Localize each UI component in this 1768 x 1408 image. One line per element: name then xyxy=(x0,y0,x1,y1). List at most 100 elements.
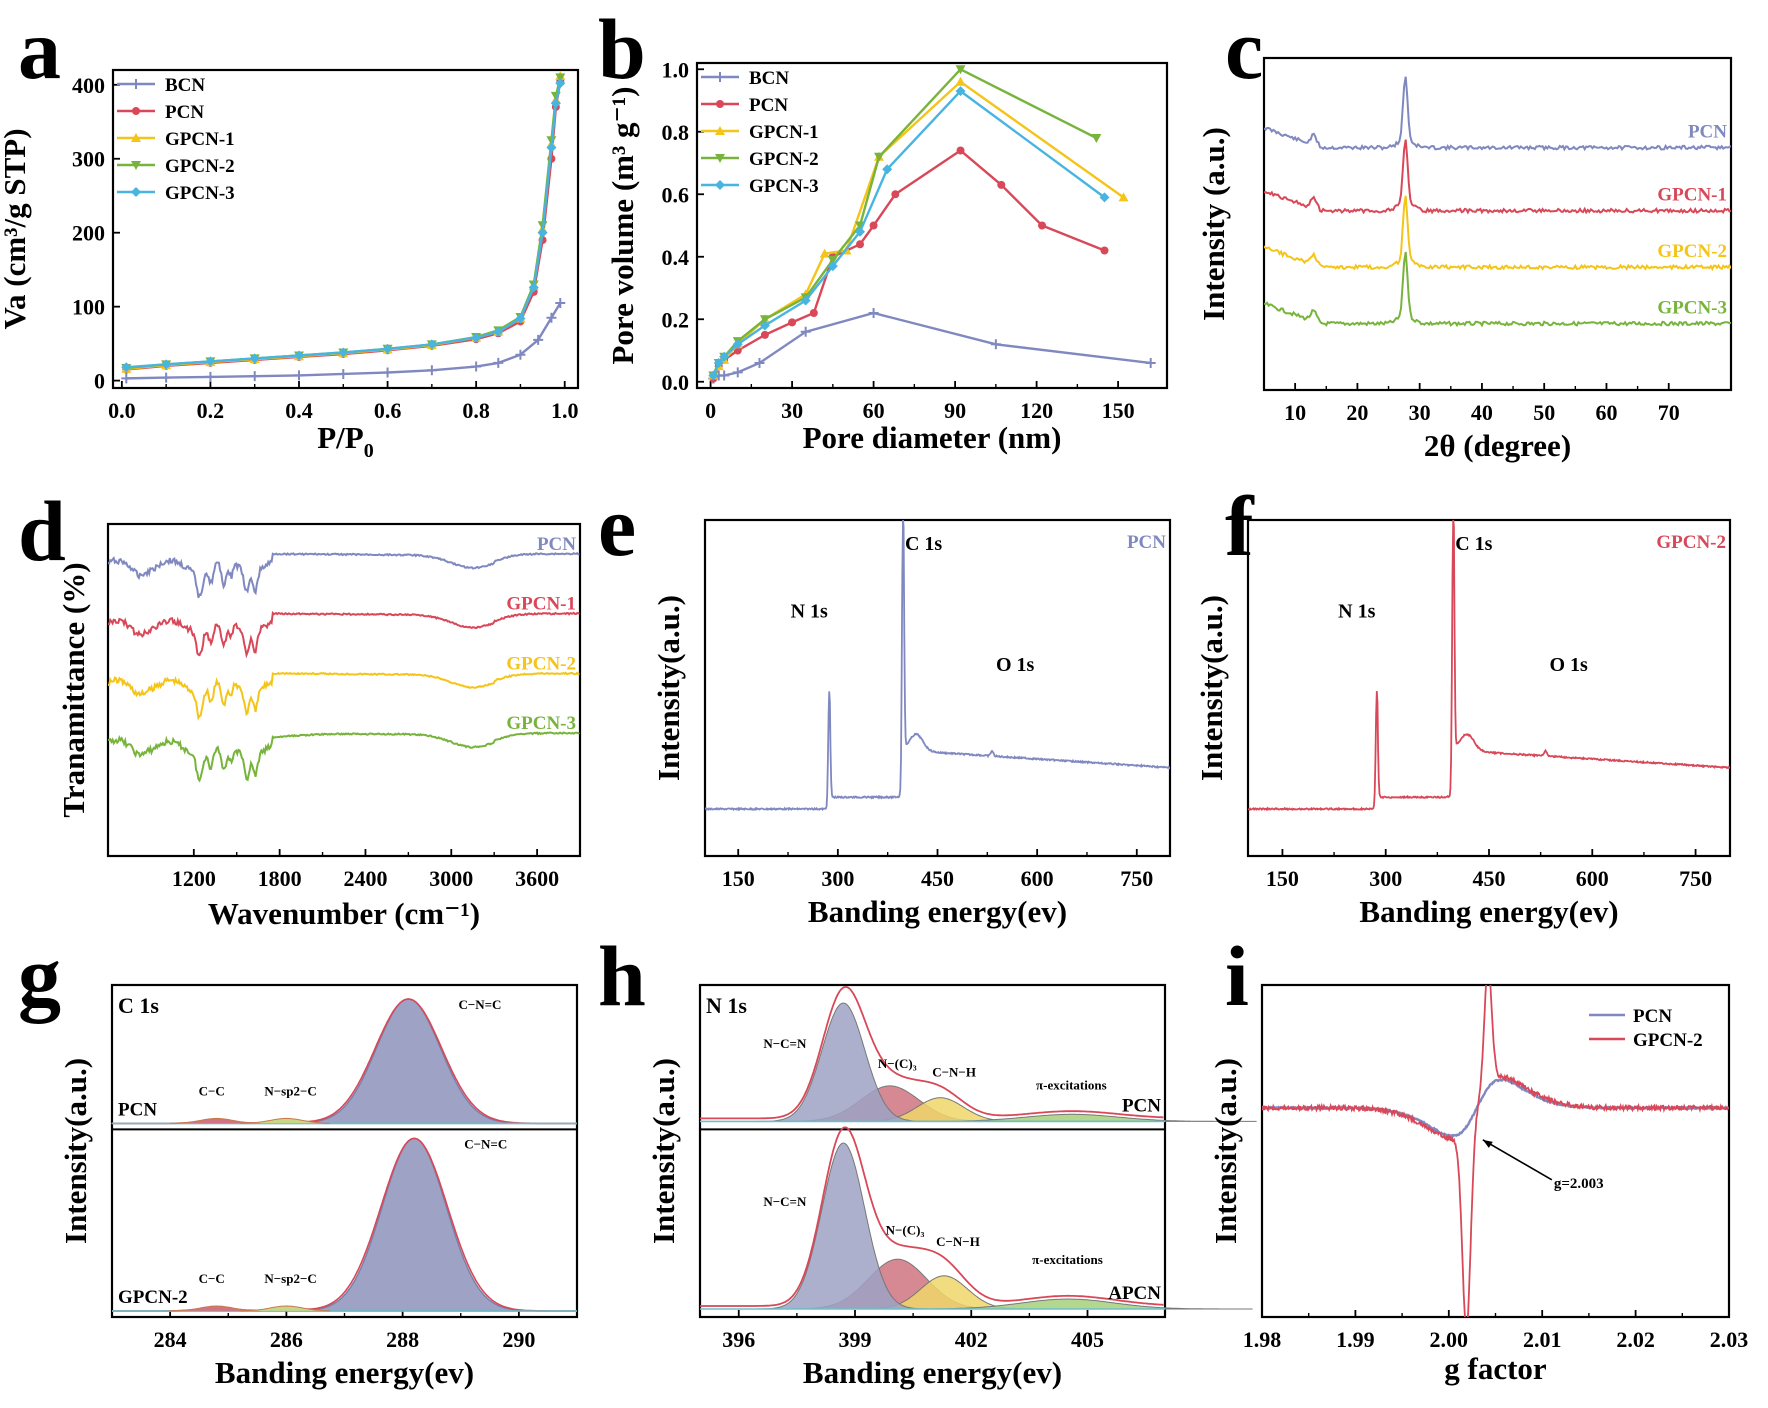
x-tick-label: 2.02 xyxy=(1616,1327,1655,1352)
panel-label-i: i xyxy=(1225,928,1249,1024)
data-point xyxy=(471,332,482,343)
x-axis-label: P/P0 xyxy=(317,420,374,462)
data-point xyxy=(426,365,437,376)
data-point xyxy=(997,180,1006,189)
data-point xyxy=(955,86,966,97)
data-point xyxy=(426,339,437,350)
epr-spectrum-gpcn-2 xyxy=(1262,985,1729,1317)
arrow-head xyxy=(1482,1139,1493,1148)
peak-annotation: C−C xyxy=(199,1271,225,1286)
series-line-bcn xyxy=(126,302,562,380)
legend-label: PCN xyxy=(165,102,204,123)
data-point xyxy=(493,357,504,368)
panel-label-a: a xyxy=(18,1,61,97)
panel-label-e: e xyxy=(598,478,636,574)
data-point xyxy=(715,72,725,82)
x-tick-label: 399 xyxy=(839,1327,872,1352)
x-tick-label: 0.8 xyxy=(462,398,490,423)
data-point xyxy=(294,370,304,381)
ftir-spectrum-pcn xyxy=(108,551,580,599)
sample-label: GPCN-2 xyxy=(1656,532,1726,553)
x-tick-label: 3600 xyxy=(515,866,559,891)
data-point xyxy=(719,370,730,381)
x-tick-label: 0 xyxy=(705,398,716,423)
y-tick-label: 0.8 xyxy=(662,120,690,145)
ftir-spectrum-gpcn-3 xyxy=(108,731,580,783)
y-tick-label: 0.4 xyxy=(662,245,690,270)
data-point xyxy=(533,334,544,345)
legend-label: PCN xyxy=(749,95,788,116)
data-point xyxy=(956,146,965,155)
legend-label: BCN xyxy=(749,68,789,89)
data-point xyxy=(515,313,526,324)
x-tick-label: 150 xyxy=(1102,398,1135,423)
x-tick-label: 1.98 xyxy=(1243,1327,1282,1352)
data-point xyxy=(759,315,770,325)
legend: BCN PCN GPCN-1 GPCN-2 GPCN-3 xyxy=(117,75,235,204)
x-tick-label: 1800 xyxy=(258,866,302,891)
data-point xyxy=(827,261,838,272)
chart-i: 1.98 1.99 2.00 2.01 2.02 2.03 PCN GPCN-2 g=2.003… xyxy=(1208,983,1748,1386)
peak-area-1 xyxy=(112,1137,577,1312)
panel-title: C 1s xyxy=(118,993,159,1018)
series-line-pcn xyxy=(126,80,562,371)
x-tick-label: 286 xyxy=(270,1327,303,1352)
data-point xyxy=(131,133,141,142)
envelope-fit xyxy=(112,998,576,1125)
data-point xyxy=(760,330,769,339)
plot-frame-a xyxy=(111,68,580,390)
legend: BCN PCN GPCN-1 GPCN-2 GPCN-3 xyxy=(701,68,819,197)
xrd-pattern-gpcn-2 xyxy=(1264,195,1731,272)
sample-label: PCN xyxy=(1127,532,1166,553)
envelope-fit xyxy=(700,1126,1164,1307)
data-point xyxy=(161,359,172,370)
x-tick-label: 300 xyxy=(1369,866,1402,891)
data-point xyxy=(382,343,393,354)
x-tick-label: 20 xyxy=(1346,400,1368,425)
y-axis-label: Intensity (a.u.) xyxy=(1196,127,1231,321)
x-axis-label-subscript: 0 xyxy=(364,440,374,462)
peak-annotation: N−C=N xyxy=(763,1194,807,1209)
panel-label-b: b xyxy=(598,1,646,97)
ftir-spectrum-gpcn-1 xyxy=(108,610,580,659)
peak-annotation: N−(C)₃ xyxy=(878,1056,917,1071)
data-point xyxy=(856,240,865,249)
data-point xyxy=(249,371,260,382)
data-point xyxy=(733,346,742,355)
y-axis-label: Pore volume (m³ g⁻¹) xyxy=(605,86,640,364)
data-point xyxy=(546,142,557,153)
data-point xyxy=(1038,221,1047,230)
legend-label: GPCN-3 xyxy=(749,176,819,197)
y-tick-label: 100 xyxy=(72,295,105,320)
peak-annotation: C−N−H xyxy=(936,1234,980,1249)
xps-survey-spectrum xyxy=(705,520,1170,812)
peak-annotation: N−sp2−C xyxy=(264,1083,316,1098)
x-axis-label: g factor xyxy=(1444,1351,1547,1386)
data-point xyxy=(827,255,838,265)
data-point xyxy=(249,353,260,364)
x-tick-label: 3000 xyxy=(429,866,473,891)
x-axis-label: Banding energy(ev) xyxy=(803,1355,1062,1390)
g-value-annotation: g=2.003 xyxy=(1554,1176,1604,1192)
peak-annotation: C−N=C xyxy=(464,1136,507,1151)
y-tick-label: 300 xyxy=(72,147,105,172)
data-point xyxy=(294,350,304,361)
chart-e: 150 300 450 600 750 PCN N 1s C 1s O 1s Banding en… xyxy=(651,518,1172,929)
peak-annotation: C−C xyxy=(199,1083,225,1098)
panel-label-g: g xyxy=(18,928,61,1024)
xrd-pattern-gpcn-1 xyxy=(1264,139,1731,215)
data-point xyxy=(537,227,548,238)
panel-title: N 1s xyxy=(706,993,747,1018)
x-tick-label: 600 xyxy=(1021,866,1054,891)
data-point xyxy=(754,358,765,368)
data-point xyxy=(1091,134,1102,143)
legend-label: GPCN-2 xyxy=(1633,1030,1703,1051)
data-point xyxy=(1118,192,1129,202)
y-tick-label: 0 xyxy=(94,369,105,394)
chart-f: 150 300 450 600 750 GPCN-2 N 1s C 1s O 1s Banding… xyxy=(1194,518,1732,929)
panel-label-d: d xyxy=(18,483,66,579)
y-tick-label: 1.0 xyxy=(662,57,690,82)
legend-label: PCN xyxy=(1633,1006,1672,1027)
data-point xyxy=(555,297,566,308)
data-point xyxy=(555,78,566,89)
